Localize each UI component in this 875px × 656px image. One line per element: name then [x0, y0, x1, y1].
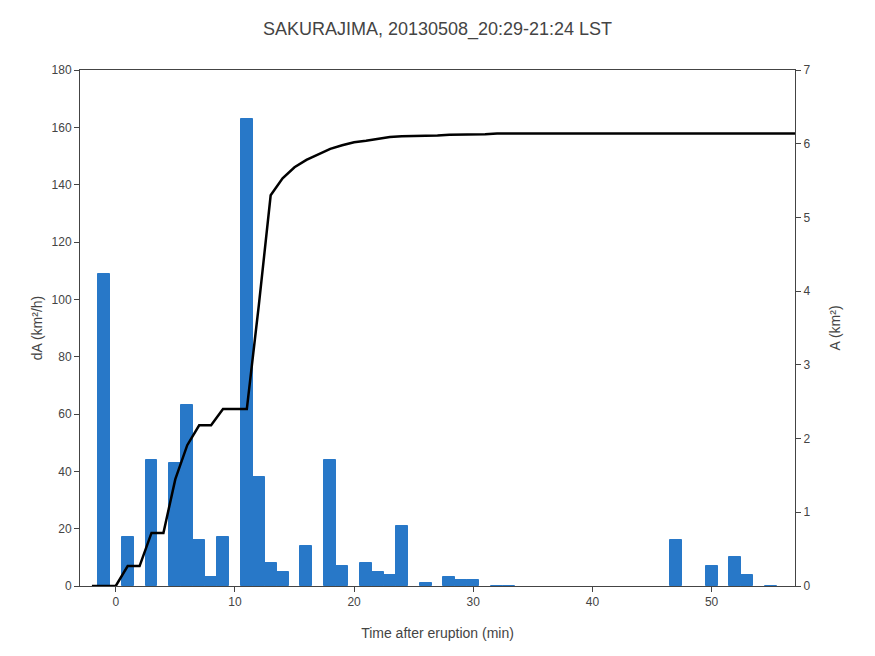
svg-text:10: 10 [228, 595, 242, 609]
svg-text:100: 100 [52, 293, 72, 307]
svg-text:0: 0 [65, 579, 72, 593]
svg-text:50: 50 [705, 595, 719, 609]
svg-text:3: 3 [803, 358, 810, 372]
svg-text:0: 0 [112, 595, 119, 609]
svg-text:60: 60 [58, 407, 72, 421]
svg-text:0: 0 [803, 579, 810, 593]
svg-text:1: 1 [803, 505, 810, 519]
svg-text:180: 180 [52, 63, 72, 77]
svg-text:Time after eruption (min): Time after eruption (min) [361, 625, 514, 641]
svg-text:160: 160 [52, 121, 72, 135]
svg-text:40: 40 [586, 595, 600, 609]
svg-text:80: 80 [58, 350, 72, 364]
svg-text:2: 2 [803, 432, 810, 446]
svg-text:40: 40 [58, 465, 72, 479]
svg-text:SAKURAJIMA, 20130508_20:29-21:: SAKURAJIMA, 20130508_20:29-21:24 LST [263, 19, 612, 40]
svg-text:140: 140 [52, 178, 72, 192]
svg-text:6: 6 [803, 137, 810, 151]
svg-text:120: 120 [52, 235, 72, 249]
svg-text:30: 30 [467, 595, 481, 609]
svg-text:A (km²): A (km²) [827, 305, 843, 350]
svg-text:dA (km²/h): dA (km²/h) [29, 296, 45, 361]
svg-text:5: 5 [803, 211, 810, 225]
svg-text:20: 20 [347, 595, 361, 609]
svg-text:20: 20 [58, 522, 72, 536]
svg-text:7: 7 [803, 63, 810, 77]
svg-text:4: 4 [803, 284, 810, 298]
